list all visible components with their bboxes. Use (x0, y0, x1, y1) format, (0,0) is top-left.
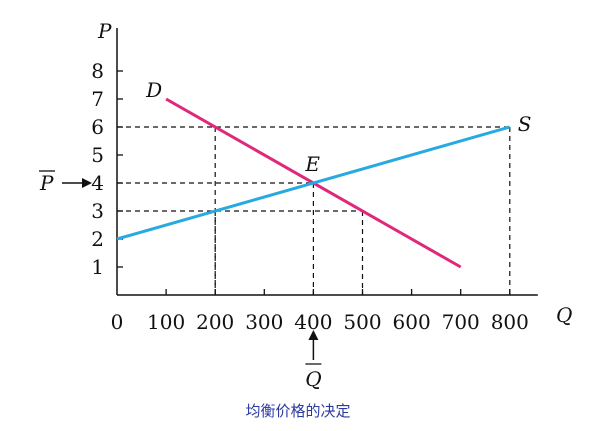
y-ticks: 1 2 3 4 5 6 7 8 (91, 59, 123, 279)
supply-label: S (518, 112, 532, 136)
x-tick-label: 800 (491, 310, 529, 334)
x-tick-label: 700 (442, 310, 480, 334)
x-ticks: 0 100 200 300 400 500 600 700 800 (111, 289, 529, 334)
y-tick-label: 3 (91, 199, 104, 223)
quantity-arrow-head (308, 330, 319, 340)
guide-lines (117, 126, 511, 295)
price-marker-label: P (39, 171, 54, 195)
y-tick-label: 6 (91, 115, 104, 139)
series-lines (116, 97, 511, 269)
x-tick-label: 500 (343, 310, 381, 334)
equilibrium-label: E (304, 152, 320, 176)
y-tick-label: 1 (91, 255, 104, 279)
price-marker: P (39, 170, 92, 195)
y-tick-label: 4 (91, 171, 104, 195)
series-line-S (116, 125, 511, 241)
quantity-marker-label: Q (305, 367, 321, 391)
x-axis-label: Q (556, 303, 572, 327)
x-tick-label: 0 (111, 310, 124, 334)
y-tick-label: 8 (91, 59, 104, 83)
y-tick-label: 2 (91, 227, 104, 251)
y-tick-label: 7 (91, 87, 104, 111)
x-tick-label: 600 (393, 310, 431, 334)
price-arrow-head (82, 178, 92, 188)
y-axis-label: P (97, 19, 112, 43)
x-tick-label: 300 (245, 310, 283, 334)
y-tick-label: 5 (91, 143, 104, 167)
chart-caption: 均衡价格的决定 (245, 402, 350, 420)
demand-label: D (145, 78, 162, 102)
x-tick-label: 100 (147, 310, 185, 334)
x-tick-label: 200 (196, 310, 234, 334)
quantity-marker: Q (305, 330, 322, 391)
